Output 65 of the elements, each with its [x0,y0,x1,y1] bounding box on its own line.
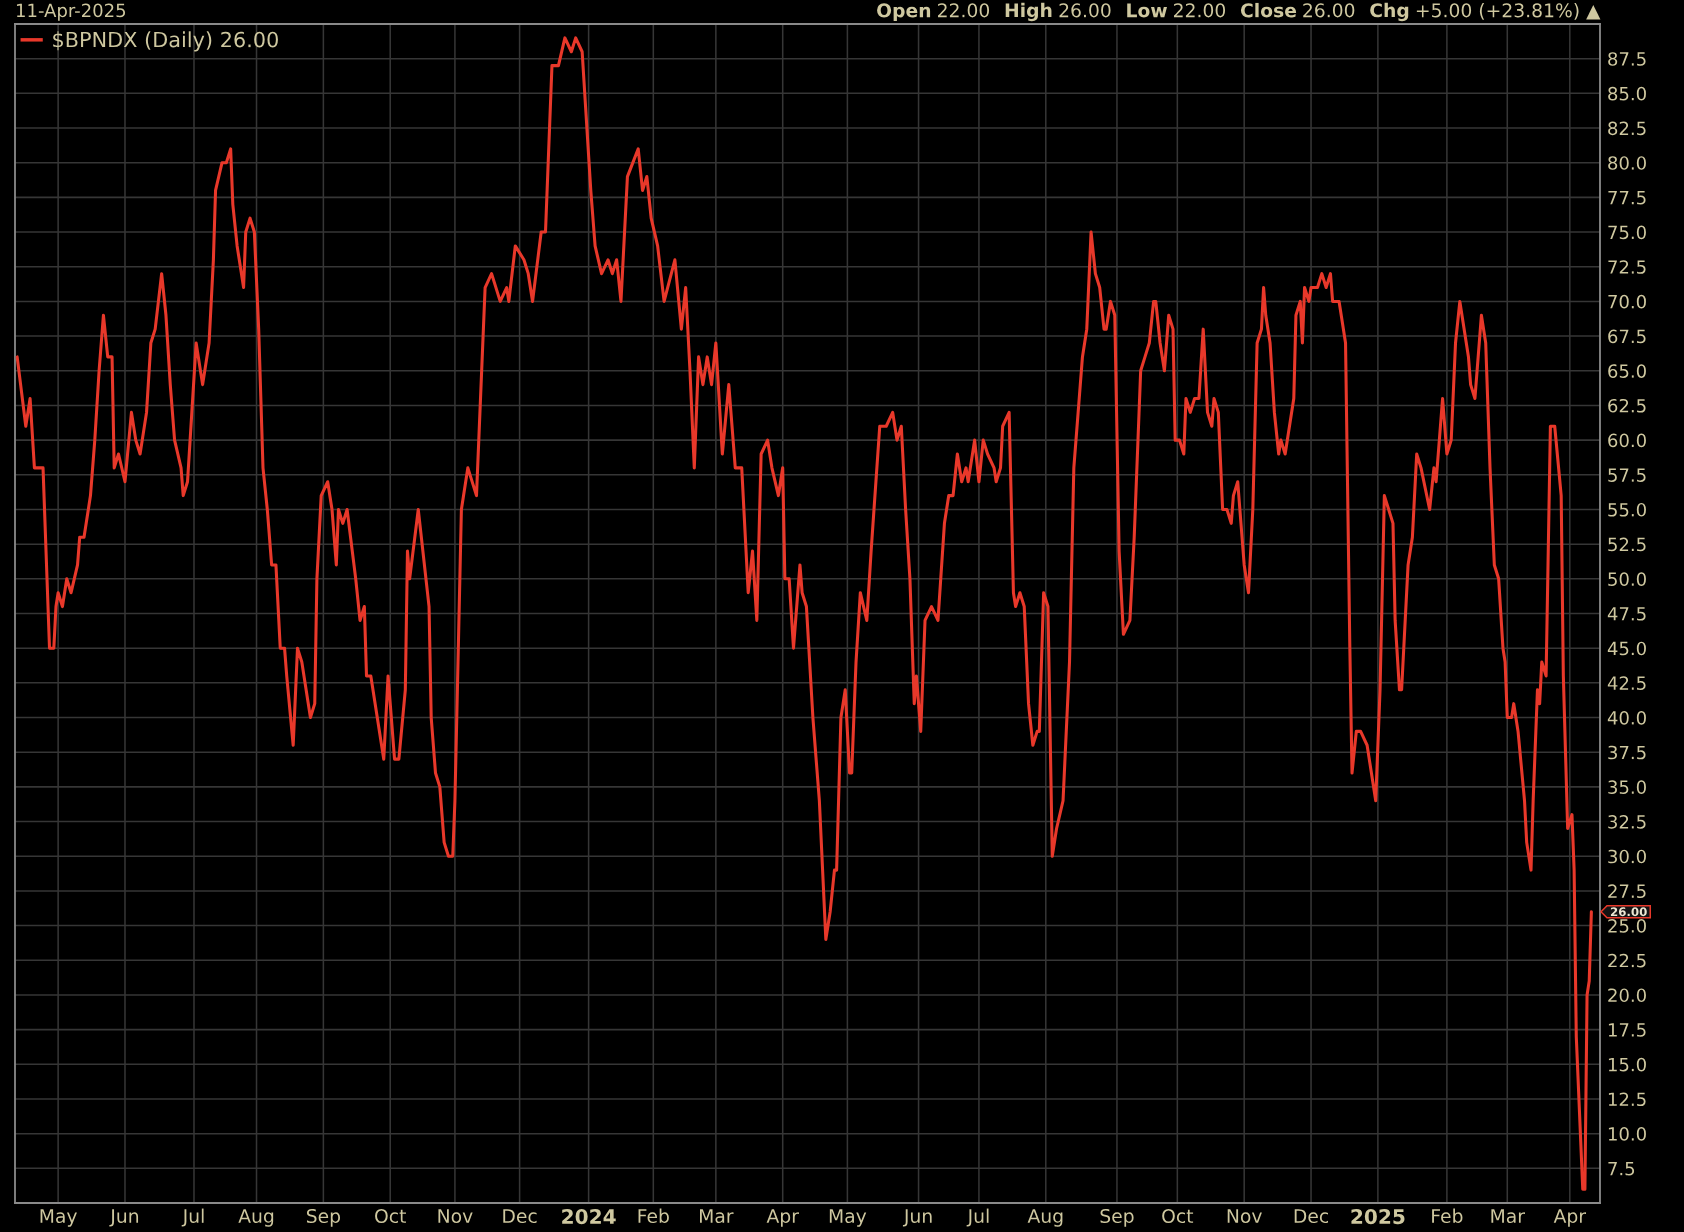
y-tick-label: 70.0 [1608,294,1646,309]
y-tick-label: 85.0 [1608,86,1646,101]
x-tick-label: Jun [902,1209,932,1227]
text: High 26.00 [1005,2,1111,22]
annotation: 26.00 [1610,907,1647,917]
y-tick-label: 40.0 [1607,710,1646,725]
y-tick-label: 42.5 [1607,676,1646,690]
y-tick-label: 57.5 [1608,468,1646,482]
y-tick-label: 10.0 [1608,1127,1646,1141]
y-tick-label: 77.5 [1608,191,1646,205]
y-tick-label: 50.0 [1608,572,1646,586]
y-tick-label: 72.5 [1608,260,1646,274]
x-tick-label: May [40,1209,77,1227]
x-tick-label: Apr [1553,1209,1587,1227]
y-tick-label: 22.5 [1608,953,1646,968]
y-tick-label: 25.0 [1608,919,1646,933]
x-tick-label: Dec [1294,1209,1329,1224]
y-tick-label: 27.5 [1608,884,1646,899]
y-tick-label: 52.5 [1608,537,1646,552]
x-tick-label: Oct [1162,1208,1194,1224]
x-tick-label: Mar [700,1209,734,1224]
y-tick-label: 7.5 [1608,1162,1635,1176]
x-tick-label: Nov [1227,1209,1262,1224]
y-tick-label: 35.0 [1608,780,1646,794]
x-tick-label: Feb [638,1208,669,1224]
x-tick-label: Aug [238,1209,274,1227]
x-tick-label: Jul [966,1208,989,1227]
x-tick-label: Sep [1100,1208,1134,1227]
y-tick-label: 82.5 [1608,121,1646,136]
x-tick-label: May [829,1209,867,1227]
x-tick-label: 2025 [1351,1208,1405,1225]
x-tick-label: Oct [375,1208,406,1224]
y-tick-label: 47.5 [1607,607,1646,621]
y-tick-label: 60.0 [1608,433,1646,448]
y-tick-label: 75.0 [1608,225,1646,240]
y-tick-label: 80.0 [1608,156,1646,170]
x-tick-label: Sep [306,1208,341,1227]
y-tick-label: 37.5 [1608,745,1646,760]
x-tick-label: Apr [766,1209,799,1227]
x-tick-label: Dec [503,1209,537,1224]
text: Chg +5.00 (+23.81%) ▲ [1370,2,1601,22]
x-tick-label: Jun [109,1209,139,1227]
x-tick-label: 2024 [562,1208,616,1225]
y-tick-label: 45.0 [1607,641,1646,656]
y-tick-label: 32.5 [1608,815,1646,829]
y-tick-label: 20.0 [1608,988,1646,1003]
x-tick-label: Aug [1027,1209,1063,1227]
text: Low 22.00 [1127,3,1226,18]
y-tick-label: 87.5 [1608,52,1646,66]
legend-label: $BPNDX (Daily) 26.00 [53,31,278,52]
text: 11-Apr-2025 [16,3,126,21]
y-tick-label: 65.0 [1608,364,1646,378]
y-tick-label: 15.0 [1608,1057,1646,1072]
y-tick-label: 12.5 [1608,1092,1646,1107]
y-tick-label: 17.5 [1608,1023,1646,1037]
y-tick-label: 55.0 [1608,502,1646,517]
x-tick-label: Nov [438,1209,473,1224]
text: Open 22.00 [877,3,990,22]
text: Close 26.00 [1240,2,1355,18]
y-tick-label: 30.0 [1608,849,1646,864]
x-tick-label: Jul [181,1208,204,1227]
y-tick-label: 62.5 [1608,398,1646,413]
y-tick-label: 67.5 [1608,329,1646,344]
x-tick-label: Mar [1491,1209,1525,1224]
x-tick-label: Feb [1432,1208,1463,1224]
